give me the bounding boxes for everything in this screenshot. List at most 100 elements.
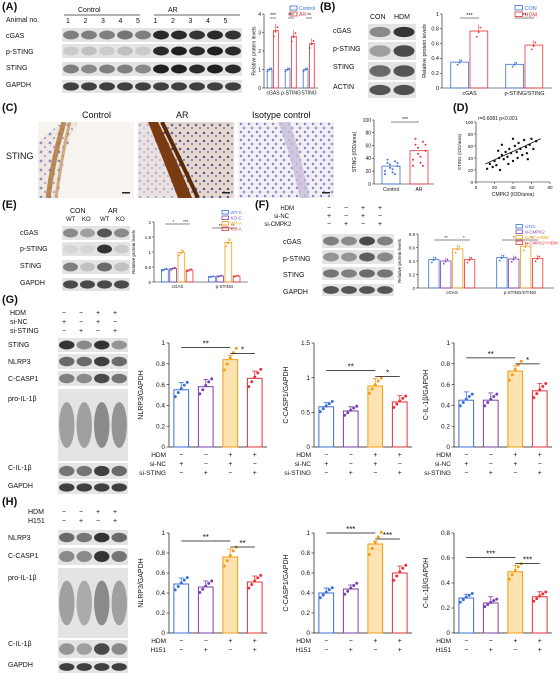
scatter-point <box>532 147 535 151</box>
data-point <box>176 391 180 395</box>
band-label: GAPDH <box>6 82 31 89</box>
blot-band <box>153 64 169 74</box>
data-point <box>492 599 496 603</box>
data-point <box>532 45 535 47</box>
blot-band <box>97 262 112 272</box>
bar <box>391 572 408 634</box>
data-point <box>470 257 473 259</box>
y-tick-label: 0.5 <box>145 265 152 270</box>
data-point <box>483 404 487 408</box>
condition-sign: + <box>113 518 118 525</box>
western-blot-h <box>58 530 128 673</box>
data-point <box>367 553 371 557</box>
blot-band <box>225 30 241 40</box>
significance-marker: ** <box>203 533 209 542</box>
scatter-point <box>506 155 509 158</box>
data-point <box>379 376 383 380</box>
condition-sign: + <box>398 452 402 459</box>
x-tick-label: 40 <box>510 185 516 190</box>
blot-band <box>63 280 78 289</box>
blot-band <box>369 45 391 57</box>
data-point <box>182 578 186 582</box>
blot-band <box>76 532 92 543</box>
condition-sign: + <box>398 470 402 477</box>
data-point <box>535 392 539 396</box>
condition-sign: + <box>344 221 349 228</box>
bar <box>496 257 508 289</box>
animal-number: 4 <box>206 18 210 25</box>
animal-number: 4 <box>118 18 123 25</box>
y-tick-label: 0.2 <box>301 610 310 617</box>
data-point <box>384 169 386 172</box>
data-point <box>324 404 328 408</box>
blot-band <box>76 340 92 350</box>
y-tick-label: 1 <box>306 375 310 382</box>
condition-sign: − <box>179 452 183 459</box>
scatter-point <box>508 147 511 151</box>
blot-band <box>94 465 110 477</box>
data-point <box>352 406 356 410</box>
blot-band <box>114 262 129 272</box>
condition-name: HDM <box>28 509 44 516</box>
data-point <box>500 257 503 260</box>
condition-name: si-STING <box>139 470 166 477</box>
blot-band <box>59 580 75 626</box>
data-point <box>253 375 257 379</box>
condition-sign: + <box>79 328 84 335</box>
blot-band <box>63 244 78 254</box>
data-point <box>208 276 211 279</box>
y-tick-label: 0.4 <box>409 259 416 264</box>
band-label: cGAS <box>333 28 352 35</box>
blot-band <box>80 280 95 289</box>
panel-label-b: (B) <box>320 1 336 13</box>
y-tick-label: 0.6 <box>156 570 165 577</box>
bar-chart-g-cil1b: 00.20.40.60.81C-IL-1β/GAPDH***HDM − − + +si-… <box>423 340 552 477</box>
bar <box>505 63 524 89</box>
y-tick-label: 80 <box>365 131 371 137</box>
condition-sign: − <box>378 213 383 220</box>
data-point <box>424 143 427 146</box>
y-axis-label: NLRP3/GAPDH <box>138 558 145 607</box>
significance-marker: * <box>526 356 529 365</box>
data-point <box>510 260 513 263</box>
bar <box>367 543 384 634</box>
legend-swatch <box>515 229 523 234</box>
band-label: ACTIN <box>333 84 354 91</box>
legend-label: HDM <box>525 13 538 19</box>
bar <box>273 30 279 89</box>
y-axis-label: Relative protein levels <box>252 26 258 75</box>
x-axis-label: CMPK2 (IOD/area) <box>492 192 535 198</box>
blot-band <box>76 580 92 626</box>
condition-sign: − <box>204 461 208 468</box>
legend-label: si-NC <box>525 224 537 229</box>
blot-band <box>94 643 110 655</box>
blot-band <box>135 46 151 56</box>
blot-strip <box>62 242 130 256</box>
condition-sign: − <box>464 638 468 645</box>
data-point <box>492 394 496 398</box>
y-tick-label: 4 <box>258 12 261 18</box>
y-tick-label: 100 <box>465 120 473 125</box>
blot-strip <box>58 530 128 545</box>
band-label: p-STING <box>20 246 48 253</box>
data-point <box>419 155 422 158</box>
data-point <box>233 275 236 278</box>
condition-sign: − <box>204 638 208 645</box>
significance-marker: ** <box>348 362 354 371</box>
data-point <box>404 394 408 398</box>
blot-band <box>94 401 110 449</box>
y-tick-label: 0.4 <box>156 403 165 410</box>
bar <box>531 390 548 448</box>
data-point <box>534 260 537 263</box>
blot-band <box>341 286 357 294</box>
bar <box>391 401 408 448</box>
blot-band <box>63 228 78 238</box>
blot-band <box>76 373 92 384</box>
data-point <box>207 380 211 384</box>
blot-band <box>153 82 169 91</box>
scatter-point <box>500 143 504 146</box>
data-point <box>227 242 230 245</box>
data-point <box>198 392 202 396</box>
blot-strip <box>58 548 128 565</box>
y-tick-label: 0.8 <box>431 27 439 33</box>
